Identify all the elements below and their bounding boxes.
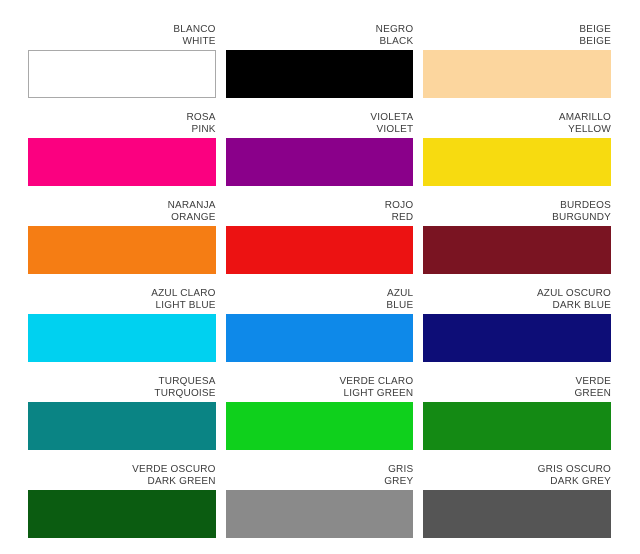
color-name-english: BLACK <box>379 35 414 47</box>
color-label: GRIS GREY <box>226 464 414 487</box>
color-name-spanish: AZUL <box>386 288 414 299</box>
color-name-spanish: ROSA <box>186 112 216 123</box>
color-cell: BURDEOS BURGUNDY <box>423 200 611 274</box>
color-label: BURDEOS BURGUNDY <box>423 200 611 223</box>
color-label: VERDE GREEN <box>423 376 611 399</box>
color-label: NARANJA ORANGE <box>28 200 216 223</box>
color-name-spanish: TURQUESA <box>158 376 216 387</box>
color-name-english: VIOLET <box>376 123 414 135</box>
color-name-english: GREEN <box>574 387 611 399</box>
color-name-spanish: BURDEOS <box>560 200 611 211</box>
color-name-english: PINK <box>191 123 216 135</box>
color-cell: GRIS GREY <box>225 464 414 538</box>
color-swatch <box>225 50 414 98</box>
color-name-spanish: NARANJA <box>167 200 216 211</box>
color-name-spanish: AMARILLO <box>558 112 611 123</box>
color-name-english: WHITE <box>182 35 216 47</box>
color-name-english: BEIGE <box>579 35 611 47</box>
color-name-english: LIGHT GREEN <box>343 387 414 399</box>
color-name-english: GREY <box>384 475 414 487</box>
color-name-spanish: VERDE OSCURO <box>132 464 216 475</box>
color-swatch <box>28 402 216 450</box>
color-swatch <box>28 314 216 362</box>
color-swatch <box>423 314 611 362</box>
color-swatch <box>28 50 216 98</box>
color-name-spanish: VERDE <box>575 376 611 387</box>
color-name-spanish: BEIGE <box>579 24 611 35</box>
color-name-spanish: ROJO <box>384 200 414 211</box>
color-cell: TURQUESA TURQUOISE <box>28 376 216 450</box>
color-swatch <box>423 50 611 98</box>
color-name-english: RED <box>391 211 414 223</box>
color-swatch <box>423 226 611 274</box>
color-cell: AZUL CLARO LIGHT BLUE <box>28 288 216 362</box>
color-label: ROJO RED <box>226 200 414 223</box>
color-label: GRIS OSCURO DARK GREY <box>423 464 611 487</box>
color-name-english: DARK GREEN <box>147 475 216 487</box>
color-name-spanish: VIOLETA <box>370 112 414 123</box>
color-cell: VIOLETA VIOLET <box>225 112 414 186</box>
color-swatch <box>423 138 611 186</box>
color-swatch <box>225 402 414 450</box>
color-swatch <box>225 226 414 274</box>
color-cell: ROJO RED <box>225 200 414 274</box>
color-cell: ROSA PINK <box>28 112 216 186</box>
color-cell: BEIGE BEIGE <box>423 24 611 98</box>
color-name-english: BURGUNDY <box>552 211 611 223</box>
color-name-spanish: NEGRO <box>375 24 414 35</box>
color-name-spanish: AZUL OSCURO <box>536 288 611 299</box>
color-name-spanish: GRIS <box>388 464 414 475</box>
color-swatch <box>225 314 414 362</box>
color-name-english: YELLOW <box>568 123 611 135</box>
color-name-spanish: VERDE CLARO <box>339 376 414 387</box>
color-swatch <box>28 138 216 186</box>
color-name-spanish: BLANCO <box>173 24 216 35</box>
color-label: AZUL CLARO LIGHT BLUE <box>28 288 216 311</box>
color-name-english: BLUE <box>386 299 414 311</box>
color-label: ROSA PINK <box>28 112 216 135</box>
color-swatch <box>225 490 414 538</box>
color-cell: AZUL OSCURO DARK BLUE <box>423 288 611 362</box>
color-label: NEGRO BLACK <box>226 24 414 47</box>
color-name-english: DARK BLUE <box>552 299 611 311</box>
color-cell: VERDE GREEN <box>423 376 611 450</box>
color-label: AZUL BLUE <box>226 288 414 311</box>
color-cell: VERDE OSCURO DARK GREEN <box>28 464 216 538</box>
color-name-english: LIGHT BLUE <box>155 299 216 311</box>
color-label: BLANCO WHITE <box>28 24 216 47</box>
color-swatch <box>28 226 216 274</box>
color-swatch <box>28 490 216 538</box>
color-name-english: TURQUOISE <box>154 387 216 399</box>
color-label: VERDE CLARO LIGHT GREEN <box>226 376 414 399</box>
color-cell: VERDE CLARO LIGHT GREEN <box>225 376 414 450</box>
color-label: BEIGE BEIGE <box>423 24 611 47</box>
color-label: TURQUESA TURQUOISE <box>28 376 216 399</box>
color-label: VERDE OSCURO DARK GREEN <box>28 464 216 487</box>
color-label: VIOLETA VIOLET <box>226 112 414 135</box>
color-name-english: DARK GREY <box>550 475 611 487</box>
color-name-spanish: GRIS OSCURO <box>537 464 611 475</box>
color-name-english: ORANGE <box>171 211 216 223</box>
color-cell: BLANCO WHITE <box>28 24 216 98</box>
color-swatch <box>423 402 611 450</box>
color-cell: AZUL BLUE <box>225 288 414 362</box>
color-swatch <box>225 138 414 186</box>
color-cell: GRIS OSCURO DARK GREY <box>423 464 611 538</box>
color-cell: AMARILLO YELLOW <box>423 112 611 186</box>
color-label: AZUL OSCURO DARK BLUE <box>423 288 611 311</box>
color-cell: NEGRO BLACK <box>225 24 414 98</box>
color-name-spanish: AZUL CLARO <box>151 288 216 299</box>
color-swatch <box>423 490 611 538</box>
color-label: AMARILLO YELLOW <box>423 112 611 135</box>
color-cell: NARANJA ORANGE <box>28 200 216 274</box>
